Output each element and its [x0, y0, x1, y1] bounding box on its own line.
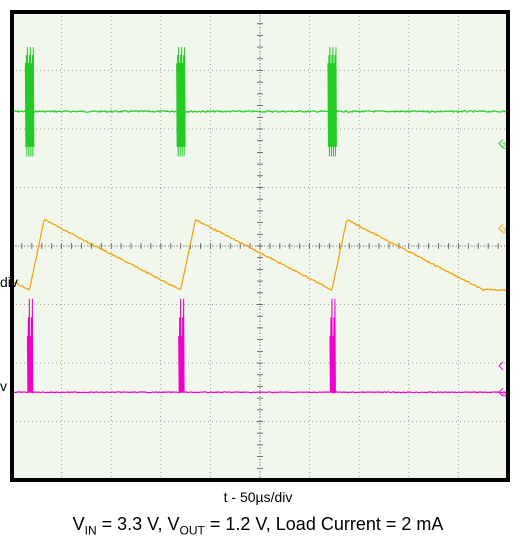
vin-symbol: V — [72, 514, 85, 534]
channel-2-pulse — [24, 47, 35, 157]
channel-3-scale-label: div — [0, 274, 18, 290]
channel-4-trace — [11, 391, 509, 394]
vin-subscript: IN — [84, 523, 97, 538]
channel-4-pulse — [329, 298, 336, 393]
channel-2-marker-arrow — [498, 139, 504, 148]
channel-4-marker-arrow — [498, 387, 504, 397]
trigger-marker-arrow — [498, 361, 504, 371]
vin-value: = 3.3 V, — [96, 514, 168, 534]
oscilloscope-screen: 2 3 4 — [10, 10, 510, 482]
plot-frame — [10, 10, 510, 482]
channel-4-scale-label: v — [0, 378, 7, 394]
channel-4-marker-label: 4 — [502, 390, 507, 399]
channel-2-pulse — [176, 47, 186, 157]
channel-4-pulse — [26, 298, 34, 393]
channel-3-marker-arrow — [498, 224, 504, 233]
vout-symbol: V — [167, 514, 180, 534]
x-axis-label: t - 50µs/div — [223, 489, 293, 505]
channel-3-trace — [11, 218, 509, 292]
vout-value-load: = 1.2 V, Load Current = 2 mA — [204, 514, 444, 534]
channel-4-pulse — [178, 298, 185, 393]
channel-2-trace — [11, 109, 509, 114]
channel-2-marker-label: 2 — [502, 142, 507, 151]
channel-3-marker-label: 3 — [502, 226, 507, 235]
vout-subscript: OUT — [179, 523, 205, 538]
channel-2-pulse — [327, 47, 337, 157]
test-conditions-caption: VIN = 3.3 V, VOUT = 1.2 V, Load Current … — [0, 514, 516, 538]
